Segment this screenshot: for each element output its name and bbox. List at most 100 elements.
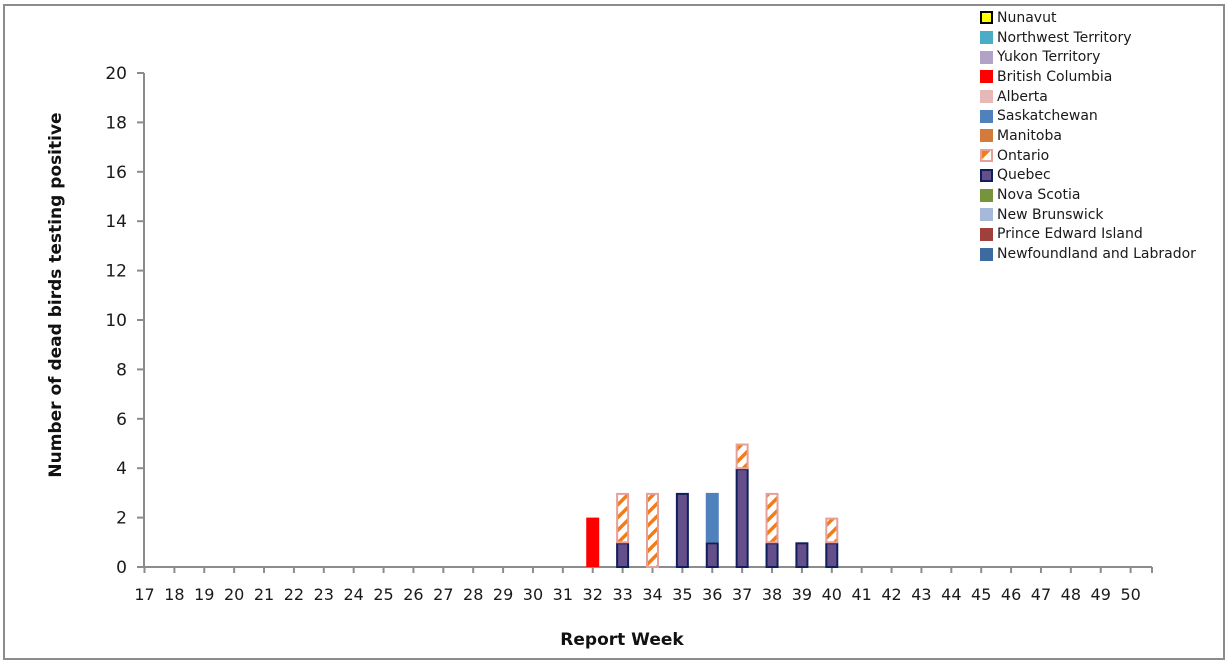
legend-item-northwest-territory: Northwest Territory <box>980 28 1196 48</box>
y-tick-label: 14 <box>105 212 127 232</box>
legend-item-prince-edward-island: Prince Edward Island <box>980 225 1196 245</box>
x-tick-label: 43 <box>911 585 931 604</box>
x-tick-label: 50 <box>1120 585 1140 604</box>
bar-segment-quebec <box>735 468 749 569</box>
legend-label: Saskatchewan <box>997 108 1098 125</box>
y-tick-label: 0 <box>116 558 127 578</box>
legend-swatch-icon <box>980 90 993 104</box>
legend-swatch-icon <box>980 227 993 241</box>
bar-segment-ontario <box>616 492 630 544</box>
legend-swatch-icon <box>980 247 993 261</box>
legend-swatch-icon <box>980 50 993 64</box>
x-tick-label: 40 <box>822 585 842 604</box>
legend-swatch-icon <box>980 188 993 202</box>
bar-segment-saskatchewan <box>705 492 719 543</box>
bar-segment-ontario <box>825 517 839 544</box>
y-tick-label: 10 <box>105 311 127 331</box>
legend-label: Newfoundland and Labrador <box>997 246 1196 263</box>
legend-item-newfoundland-and-labrador: Newfoundland and Labrador <box>980 244 1196 264</box>
legend-label: Yukon Territory <box>997 49 1101 66</box>
legend-item-yukon-territory: Yukon Territory <box>980 47 1196 67</box>
bars <box>586 443 839 569</box>
legend-item-ontario: Ontario <box>980 146 1196 166</box>
legend-label: Nova Scotia <box>997 187 1081 204</box>
legend-label: New Brunswick <box>997 206 1104 223</box>
legend-item-british-columbia: British Columbia <box>980 67 1196 87</box>
x-tick-label: 20 <box>224 585 244 604</box>
x-tick-label: 32 <box>583 585 603 604</box>
y-axis-title: Number of dead birds testing positive <box>46 112 66 478</box>
x-tick-label: 49 <box>1091 585 1111 604</box>
x-tick-label: 34 <box>642 585 662 604</box>
legend-label: Northwest Territory <box>997 29 1132 46</box>
bar-segment-ontario <box>765 492 779 544</box>
legend-label: Manitoba <box>997 127 1062 144</box>
x-tick-label: 42 <box>881 585 901 604</box>
x-tick-label: 22 <box>284 585 304 604</box>
bar-segment-quebec <box>825 542 839 568</box>
x-tick-label: 17 <box>134 585 154 604</box>
bar-segment-quebec <box>616 542 630 568</box>
x-tick-label: 25 <box>373 585 393 604</box>
y-tick-label: 4 <box>116 459 127 479</box>
legend-swatch-icon <box>980 129 993 143</box>
x-tick-label: 19 <box>194 585 214 604</box>
x-tick-label: 24 <box>343 585 363 604</box>
bar-segment-british-columbia <box>586 517 600 567</box>
legend-label: Nunavut <box>997 9 1057 26</box>
x-tick-label: 46 <box>1001 585 1021 604</box>
x-tick-label: 28 <box>463 585 483 604</box>
legend-item-nunavut: Nunavut <box>980 8 1196 28</box>
bar-segment-quebec <box>705 542 719 568</box>
x-tick-label: 48 <box>1061 585 1081 604</box>
x-tick-label: 36 <box>702 585 722 604</box>
bar-segment-ontario <box>735 443 749 470</box>
x-tick-label: 21 <box>254 585 274 604</box>
y-tick-label: 18 <box>105 113 127 133</box>
x-tick-label: 18 <box>164 585 184 604</box>
legend-label: Alberta <box>997 88 1048 105</box>
y-tick-label: 20 <box>105 64 127 84</box>
chart-frame <box>3 4 1225 660</box>
legend-label: Ontario <box>997 147 1050 164</box>
x-tick-label: 31 <box>553 585 573 604</box>
x-tick-label: 38 <box>762 585 782 604</box>
x-tick-label: 45 <box>971 585 991 604</box>
x-axis-title: Report Week <box>560 630 684 650</box>
legend-label: Prince Edward Island <box>997 226 1143 243</box>
y-tick-label: 2 <box>116 509 127 529</box>
legend-item-manitoba: Manitoba <box>980 126 1196 146</box>
legend-swatch-icon <box>980 70 993 84</box>
x-tick-label: 26 <box>403 585 423 604</box>
legend-swatch-icon <box>980 31 993 45</box>
legend-swatch-icon <box>980 149 993 163</box>
x-tick-label: 27 <box>433 585 453 604</box>
legend-label: British Columbia <box>997 68 1113 85</box>
y-tick-label: 6 <box>116 410 127 430</box>
bar-segment-quebec <box>795 542 809 568</box>
y-axis: 0 2 4 6 8 10 12 14 16 18 20 <box>105 64 145 578</box>
x-tick-label: 41 <box>851 585 871 604</box>
x-tick-label: 29 <box>493 585 513 604</box>
x-tick-label: 33 <box>612 585 632 604</box>
legend-swatch-icon <box>980 168 993 182</box>
y-tick-label: 8 <box>116 360 127 380</box>
x-tick-label: 47 <box>1031 585 1051 604</box>
y-tick-label: 12 <box>105 262 127 282</box>
x-tick-label: 35 <box>672 585 692 604</box>
bar-segment-quebec <box>765 542 779 568</box>
y-tick-label: 16 <box>105 163 127 183</box>
legend-item-saskatchewan: Saskatchewan <box>980 106 1196 126</box>
x-tick-label: 30 <box>523 585 543 604</box>
x-tick-label: 44 <box>941 585 961 604</box>
legend-item-new-brunswick: New Brunswick <box>980 205 1196 225</box>
x-tick-label: 23 <box>314 585 334 604</box>
bar-segment-quebec <box>675 492 689 568</box>
x-tick-label: 39 <box>792 585 812 604</box>
chart-legend: Nunavut Northwest Territory Yukon Territor… <box>980 8 1196 264</box>
legend-label: Quebec <box>997 167 1051 184</box>
legend-item-nova-scotia: Nova Scotia <box>980 185 1196 205</box>
legend-swatch-icon <box>980 11 993 25</box>
legend-swatch-icon <box>980 109 993 123</box>
